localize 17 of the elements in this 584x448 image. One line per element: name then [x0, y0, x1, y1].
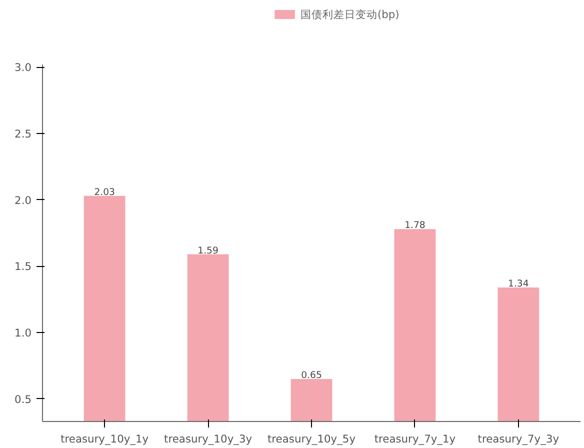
data-label: 0.65: [301, 370, 322, 382]
x-tick-label: treasury_10y_5y: [267, 432, 356, 446]
x-tick-label: treasury_7y_3y: [478, 432, 560, 446]
legend-label: 国债利差日变动(bp): [300, 8, 400, 21]
y-tick-label: 3.0: [14, 61, 32, 74]
y-tick-label: 2.5: [14, 128, 32, 141]
data-label: 1.34: [508, 278, 529, 290]
y-tick-label: 1.0: [14, 326, 32, 340]
y-tick-label: 0.5: [14, 392, 32, 406]
x-tick-label: treasury_10y_3y: [164, 432, 252, 446]
data-label: 2.03: [94, 186, 116, 198]
data-label: 1.78: [404, 220, 426, 232]
x-tick-label: treasury_10y_1y: [60, 432, 149, 446]
y-tick-label: 2.0: [14, 194, 32, 207]
x-tick-label: treasury_7y_1y: [374, 432, 456, 446]
y-tick-label: 1.5: [14, 260, 32, 274]
data-label: 1.59: [198, 245, 218, 256]
